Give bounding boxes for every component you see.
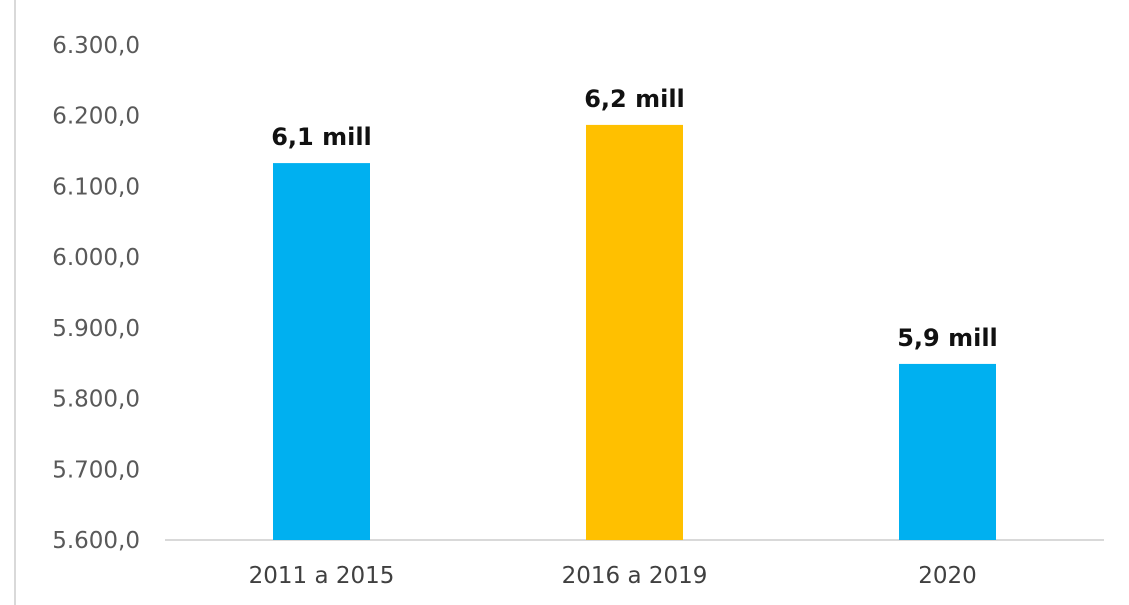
y-axis-tick-labels: 5.600,0 5.700,0 5.800,0 5.900,0 6.000,0 6.100… bbox=[52, 33, 140, 554]
x-category-label: 2020 bbox=[918, 563, 977, 589]
y-tick-label: 5.900,0 bbox=[52, 316, 140, 342]
bar-data-label: 5,9 mill bbox=[897, 324, 998, 352]
y-tick-label: 5.700,0 bbox=[52, 457, 140, 483]
bars bbox=[273, 124, 996, 541]
y-tick-label: 6.000,0 bbox=[52, 245, 140, 271]
y-tick-label: 6.100,0 bbox=[52, 174, 140, 200]
bar bbox=[899, 363, 996, 540]
y-tick-label: 5.600,0 bbox=[52, 528, 140, 554]
bar-data-label: 6,2 mill bbox=[584, 85, 685, 113]
bar bbox=[586, 124, 683, 541]
x-axis-category-labels: 2011 a 2015 2016 a 2019 2020 bbox=[249, 563, 977, 589]
y-tick-label: 6.200,0 bbox=[52, 104, 140, 130]
y-tick-label: 5.800,0 bbox=[52, 387, 140, 413]
bar-data-label: 6,1 mill bbox=[271, 123, 372, 151]
y-tick-label: 6.300,0 bbox=[52, 33, 140, 59]
bar bbox=[273, 163, 370, 541]
data-labels: 6,1 mill 6,2 mill 5,9 mill bbox=[271, 85, 998, 352]
x-category-label: 2011 a 2015 bbox=[249, 563, 395, 589]
x-category-label: 2016 a 2019 bbox=[562, 563, 708, 589]
